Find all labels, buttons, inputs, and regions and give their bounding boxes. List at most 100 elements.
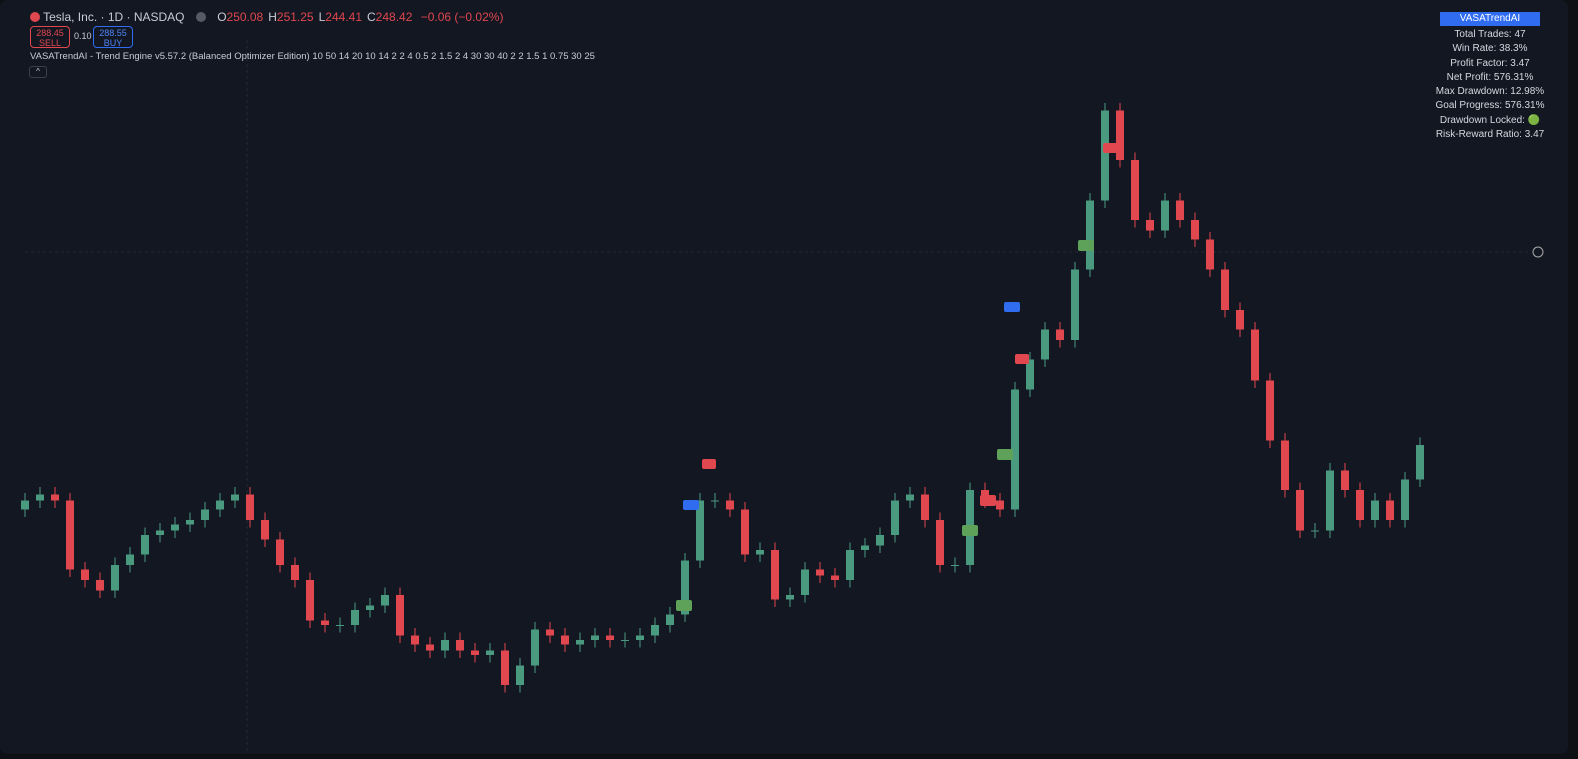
buy-label: BUY [103, 38, 123, 48]
candle-body [1056, 329, 1064, 340]
candle-body [1356, 490, 1364, 520]
signal-marker [997, 449, 1013, 460]
candle-body [711, 500, 719, 502]
candle-body [201, 509, 209, 520]
candle-body [366, 605, 374, 610]
candle-body [81, 569, 89, 580]
candle-body [96, 580, 104, 591]
candle-body [1281, 440, 1289, 490]
candle-body [1311, 530, 1319, 532]
panel-line: Drawdown Locked: 🟢 [1439, 114, 1541, 126]
candle-body [216, 500, 224, 510]
signal-marker [1078, 240, 1094, 251]
candle-body [666, 614, 674, 625]
signal-marker [980, 495, 996, 506]
candle-body [411, 635, 419, 645]
candle-body [1296, 490, 1304, 531]
candle-body [1101, 110, 1109, 201]
stats-panel: VASATrendAI Total Trades: 47 Win Rate: 38… [1434, 12, 1546, 142]
candle-body [426, 644, 434, 651]
buy-button[interactable]: 288.55 BUY [93, 26, 133, 48]
panel-line: Max Drawdown: 12.98% [1435, 86, 1545, 98]
candle-body [21, 500, 29, 510]
sell-label: SELL [38, 38, 62, 48]
candle-body [516, 665, 524, 685]
candle-body [951, 565, 959, 566]
candle-body [396, 595, 404, 636]
candle-body [1071, 269, 1079, 340]
candle-body [696, 500, 704, 561]
candle-body [1326, 470, 1334, 531]
buy-price: 288.55 [99, 28, 127, 38]
candle-body [681, 560, 689, 615]
candle-body [1221, 269, 1229, 310]
candle-body [486, 650, 494, 655]
candle-body [1026, 359, 1034, 390]
panel-title: VASATrendAI [1440, 12, 1540, 26]
candle-body [741, 509, 749, 555]
ohlc-value: 251.25 [276, 10, 314, 24]
change: −0.06 (−0.02%) [420, 10, 504, 24]
candle-body [531, 629, 539, 666]
candle-body [456, 640, 464, 651]
candle-body [1191, 220, 1199, 240]
candle-body [156, 530, 164, 535]
candle-body [141, 535, 149, 555]
candle-body [351, 610, 359, 625]
candle-body [786, 595, 794, 600]
candle-body [306, 580, 314, 621]
ohlc-key: H [268, 10, 277, 24]
spread: 0.10 [74, 31, 92, 41]
candle-body [651, 625, 659, 636]
candle-body [1011, 389, 1019, 510]
candle-body [171, 524, 179, 531]
candle-body [441, 640, 449, 651]
collapse-button[interactable]: ^ [29, 66, 47, 78]
signals [676, 143, 1117, 611]
candle-body [111, 565, 119, 591]
signal-marker [1015, 354, 1029, 364]
candle-body [756, 550, 764, 555]
candle-body [1176, 200, 1184, 220]
candle-body [891, 500, 899, 535]
signal-marker [1004, 302, 1020, 312]
candle-body [606, 635, 614, 640]
candle-body [471, 650, 479, 655]
candle-body [861, 545, 869, 550]
candle-body [291, 565, 299, 580]
candle-body [1236, 310, 1244, 330]
panel-line: Win Rate: 38.3% [1452, 43, 1528, 55]
candle-body [336, 625, 344, 626]
indicator-line: VASATrendAI - Trend Engine v5.57.2 (Bala… [30, 51, 595, 62]
candle-body [126, 554, 134, 565]
candle-body [1386, 500, 1394, 520]
candle-body [846, 550, 854, 580]
candle-body [1401, 479, 1409, 520]
candle-body [381, 595, 389, 606]
ohlc-key: L [318, 10, 326, 24]
candle-body [1206, 239, 1214, 270]
candle-body [621, 640, 629, 641]
candle-body [636, 635, 644, 640]
candle-body [246, 494, 254, 520]
signal-marker [702, 459, 716, 469]
candle-body [561, 635, 569, 645]
sell-button[interactable]: 288.45 SELL [30, 26, 70, 48]
ohlc-key: C [367, 10, 376, 24]
candle-body [546, 629, 554, 636]
ohlc-value: 248.42 [375, 10, 413, 24]
candle-body [1341, 470, 1349, 490]
add-button[interactable] [1532, 246, 1544, 258]
candle-body [801, 569, 809, 595]
signal-marker [683, 500, 699, 510]
candle-body [1131, 160, 1139, 220]
signal-marker [1103, 143, 1117, 153]
ohlc: O250.08 H251.25 L244.41 C248.42 [217, 10, 417, 24]
ohlc-value: 250.08 [226, 10, 264, 24]
candle-body [816, 569, 824, 576]
candle-body [876, 535, 884, 546]
symbol-line: Tesla, Inc. · 1D · NASDAQ O250.08 H251.25… [30, 10, 503, 24]
panel-line: Net Profit: 576.31% [1446, 71, 1534, 83]
candles [21, 103, 1424, 693]
